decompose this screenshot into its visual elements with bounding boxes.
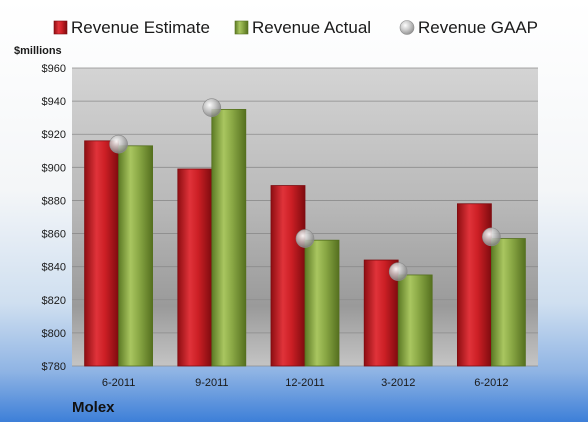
gaap-markers — [109, 98, 501, 281]
x-tick-label: 9-2011 — [195, 377, 228, 389]
marker-revenue-gaap-6-2012 — [482, 227, 501, 247]
bar-revenue-actual-3-2012 — [397, 274, 433, 367]
marker-revenue-gaap-9-2011 — [202, 98, 222, 118]
legend-item-revenue-actual: Revenue Actual — [234, 18, 371, 37]
x-tick-label: 12-2011 — [285, 377, 325, 389]
legend-label-revenue-actual: Revenue Actual — [252, 18, 371, 37]
y-tick-label: $880 — [42, 195, 66, 207]
bar-revenue-actual-9-2011 — [211, 108, 247, 367]
y-tick-label: $860 — [42, 229, 66, 241]
legend: Revenue Estimate Revenue Actual Revenue … — [53, 18, 538, 37]
legend-swatch-revenue-gaap — [399, 20, 415, 35]
y-axis-unit-label: $millions — [14, 45, 62, 57]
bars — [84, 108, 526, 367]
x-tick-label: 3-2012 — [381, 377, 415, 389]
legend-label-revenue-estimate: Revenue Estimate — [71, 18, 210, 37]
y-tick-label: $840 — [42, 262, 66, 274]
bar-revenue-estimate-6-2012 — [456, 203, 492, 367]
marker-revenue-gaap-12-2011 — [295, 229, 315, 248]
y-tick-label: $960 — [42, 63, 66, 75]
marker-revenue-gaap-6-2011 — [109, 134, 128, 154]
bar-revenue-estimate-12-2011 — [270, 185, 306, 367]
bar-revenue-estimate-9-2011 — [177, 168, 213, 367]
legend-label-revenue-gaap: Revenue GAAP — [418, 18, 538, 37]
x-tick-label: 6-2011 — [102, 377, 135, 389]
legend-item-revenue-estimate: Revenue Estimate — [53, 18, 210, 37]
bar-revenue-estimate-6-2011 — [84, 140, 119, 367]
legend-item-revenue-gaap: Revenue GAAP — [399, 18, 538, 37]
y-tick-label: $780 — [42, 361, 66, 373]
bar-revenue-actual-6-2012 — [490, 238, 526, 367]
bar-revenue-actual-6-2011 — [118, 145, 153, 367]
y-tick-label: $920 — [42, 129, 66, 141]
marker-revenue-gaap-3-2012 — [388, 262, 408, 281]
legend-swatch-revenue-estimate — [53, 20, 68, 35]
x-axis-ticks: 6-2011 9-2011 12-2011 3-2012 6-2012 — [102, 377, 509, 389]
y-tick-label: $940 — [42, 96, 66, 108]
y-tick-label: $820 — [42, 295, 66, 307]
bar-revenue-actual-12-2011 — [304, 239, 340, 367]
y-axis-ticks: $780 $800 $820 $840 $860 $880 $900 $920 $940 $960 — [42, 63, 66, 373]
y-tick-label: $900 — [42, 162, 66, 174]
x-tick-label: 6-2012 — [474, 377, 508, 389]
company-label: Molex — [72, 399, 115, 416]
legend-swatch-revenue-actual — [234, 20, 249, 35]
y-tick-label: $800 — [42, 328, 66, 340]
